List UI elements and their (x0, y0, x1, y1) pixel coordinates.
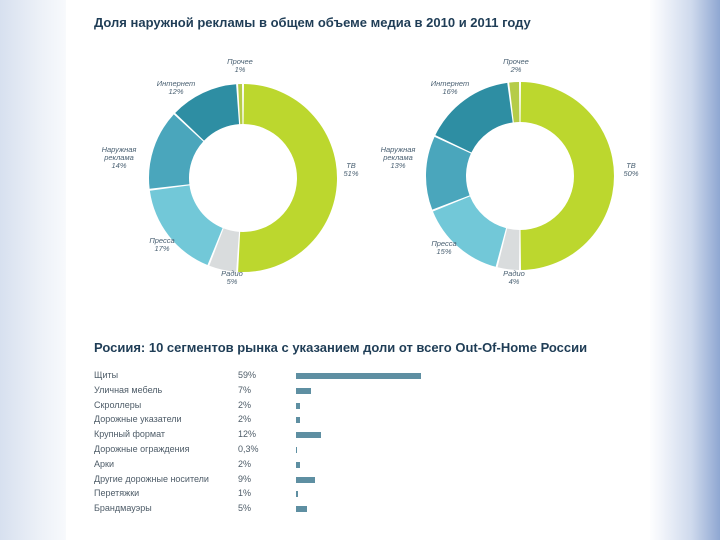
bar (296, 402, 301, 409)
label-name: Радио (221, 269, 243, 278)
label-2010-outdoor: Наружная реклама 14% (92, 146, 146, 170)
donut-2010-slice-2 (149, 185, 223, 266)
label-2011-press: Пресса 15% (424, 240, 464, 256)
label-value: 1% (234, 65, 246, 74)
donut-2011-slice-3 (426, 136, 471, 210)
bar-row: Брандмауэры 5% (94, 502, 494, 517)
bar-category-label: Щиты (94, 370, 119, 380)
bar-value-label: 2% (238, 414, 252, 425)
label-2011-other: Прочее 2% (496, 58, 536, 74)
donut-2011-slice-2 (432, 196, 507, 267)
label-value: 13% (390, 161, 406, 170)
bar-row: Другие дорожные носители 9% (94, 473, 494, 488)
label-2011-internet: Интернет 16% (420, 80, 480, 96)
label-value: 2% (510, 65, 522, 74)
label-value: 5% (226, 277, 238, 286)
bar (296, 387, 311, 394)
bar-category-label: Скроллеры (94, 399, 142, 410)
label-value: 4% (508, 277, 520, 286)
donut-2011-slice-0 (520, 82, 614, 270)
bar-category-label: Уличная мебель (94, 384, 163, 395)
label-2011-tv: ТВ 50% (616, 162, 646, 178)
label-2010-other: Прочее 1% (220, 58, 260, 74)
donut-2010-slice-5 (238, 84, 243, 125)
label-name: Интернет (430, 79, 470, 88)
label-name: Пресса (149, 236, 175, 245)
bar-row: Щиты 59% (94, 369, 494, 384)
donut-2011-slice-1 (497, 228, 520, 270)
bar-category-label: Перетяжки (94, 488, 140, 499)
donut-2011-slice-5 (509, 82, 520, 123)
bar (296, 373, 421, 379)
bar-value-label: 9% (238, 473, 252, 484)
label-name: Радио (503, 269, 525, 278)
bar-row: Перетяжки 1% (94, 487, 494, 502)
label-2011-outdoor: Наружная реклама 13% (370, 146, 426, 170)
label-value: 15% (436, 247, 452, 256)
bar-value-label: 1% (238, 488, 252, 499)
bar-category-label: Дорожные указатели (94, 414, 182, 425)
label-name: Наружная реклама (380, 145, 416, 162)
bar-value-label: 5% (238, 503, 252, 514)
label-2011-radio: Радио 4% (494, 270, 534, 286)
segments-bar-chart: Щиты 59% Уличная мебель 7% Скроллеры 2% Дорожн… (94, 369, 494, 517)
slide-page: Доля наружной рекламы в общем объеме мед… (66, 0, 650, 540)
bar-row: Крупный формат 12% (94, 428, 494, 443)
bar-category-label: Арки (94, 458, 114, 469)
label-value: 16% (442, 87, 458, 96)
bar-value-label: 12% (238, 429, 257, 440)
label-value: 14% (111, 161, 127, 170)
bar (296, 476, 316, 483)
donut-chart-2010 (149, 84, 338, 272)
label-value: 12% (168, 87, 184, 96)
bar-value-label: 59% (238, 370, 257, 380)
label-2010-radio: Радио 5% (212, 270, 252, 286)
bar (296, 432, 322, 439)
donut-2010-slice-0 (238, 84, 338, 272)
bar-value-label: 2% (238, 399, 252, 410)
label-name: Прочее (503, 57, 529, 66)
donut-2010-slice-1 (209, 228, 240, 272)
label-name: Прочее (227, 57, 253, 66)
bar-value-label: 7% (238, 384, 252, 395)
label-2010-internet: Интернет 12% (146, 80, 206, 96)
label-value: 17% (154, 244, 170, 253)
bar-row: Уличная мебель 7% (94, 384, 494, 399)
media-share-title: Доля наружной рекламы в общем объеме мед… (94, 15, 531, 30)
bar-row: Арки 2% (94, 458, 494, 473)
label-name: Наружная реклама (101, 145, 137, 162)
segments-title: Росиия: 10 сегментов рынка с указанием д… (94, 340, 588, 355)
label-name: ТВ (346, 161, 356, 170)
bar-category-label: Брандмауэры (94, 503, 152, 514)
bar-category-label: Другие дорожные носители (94, 473, 209, 484)
bar (296, 506, 307, 513)
bar-row: Дорожные ограждения 0,3% (94, 443, 494, 458)
donut-chart-2011 (426, 82, 614, 270)
bar-category-label: Дорожные ограждения (94, 443, 190, 454)
label-2010-tv: ТВ 51% (336, 162, 366, 178)
bar (296, 446, 297, 453)
donut-2010-slice-3 (149, 114, 204, 189)
donut-2011-slice-4 (435, 82, 513, 153)
label-name: ТВ (626, 161, 636, 170)
bar-category-label: Крупный формат (94, 429, 166, 440)
bar (296, 491, 299, 498)
bar (296, 417, 301, 424)
bar-value-label: 2% (238, 458, 252, 469)
label-value: 50% (623, 169, 639, 178)
bar-row: Дорожные указатели 2% (94, 413, 494, 428)
donut-2010-slice-4 (175, 84, 240, 141)
bar-value-label: 0,3% (238, 443, 259, 454)
label-name: Интернет (156, 79, 196, 88)
label-2010-press: Пресса 17% (142, 237, 182, 253)
bar (296, 461, 301, 468)
bar-row: Скроллеры 2% (94, 399, 494, 414)
label-value: 51% (343, 169, 359, 178)
label-name: Пресса (431, 239, 457, 248)
